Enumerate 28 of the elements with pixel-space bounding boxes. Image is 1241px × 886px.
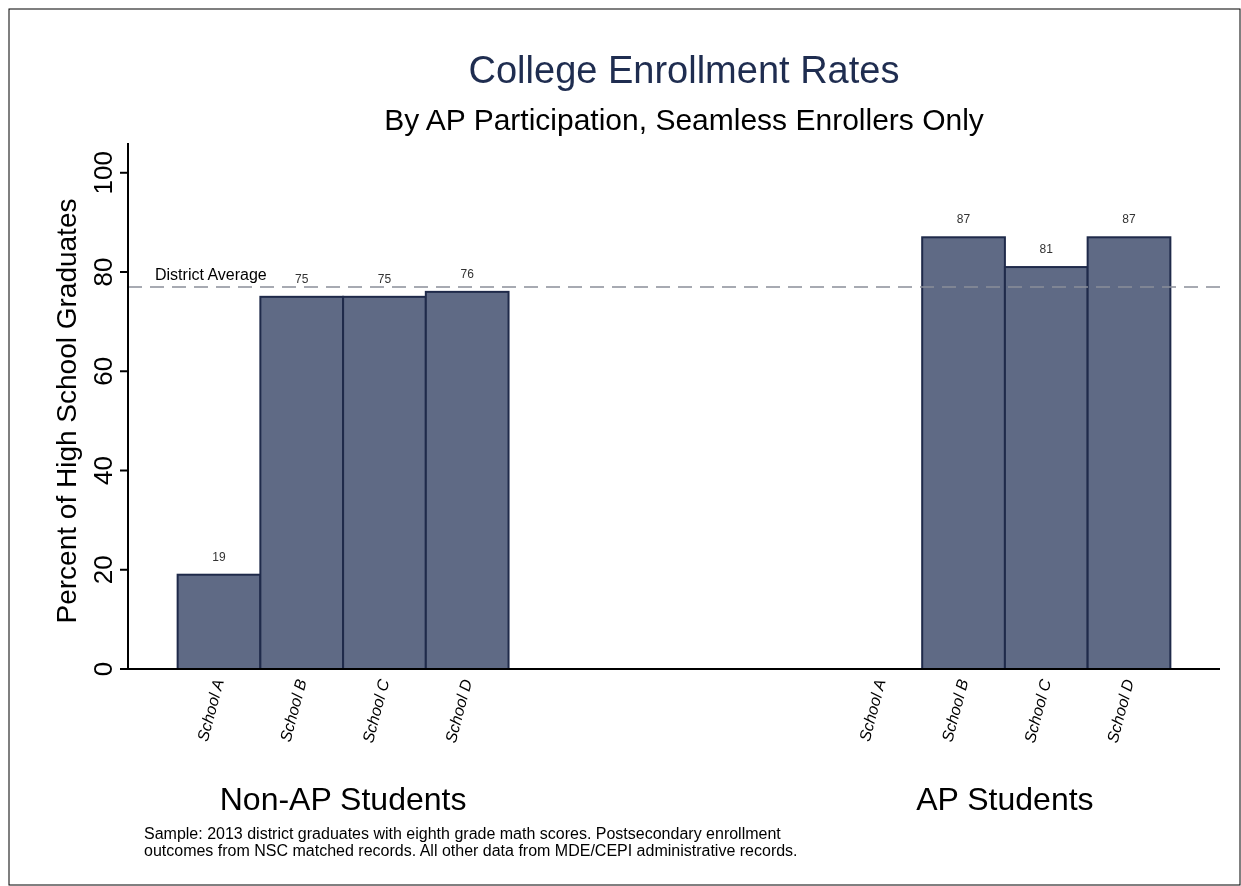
y-axis-title: Percent of High School Graduates — [51, 198, 82, 624]
data-label: 76 — [460, 266, 475, 281]
y-tick-label: 20 — [88, 555, 118, 585]
y-tick-label: 40 — [88, 456, 118, 485]
chart-title: College Enrollment Rates — [468, 49, 900, 91]
data-label: 19 — [212, 549, 226, 564]
y-tick-label: 100 — [88, 151, 118, 195]
x-tick-label: School D — [1103, 676, 1138, 745]
data-label: 87 — [956, 212, 971, 227]
text: Non-AP Students — [219, 781, 467, 817]
text: Sample: 2013 district graduates with eighth grade math scores. Postsecondary enrollment outcomes from NSC matched records. All other data from MDE/CEPI administrative records. — [144, 825, 798, 859]
data-label: 75 — [377, 271, 392, 286]
data-label: 81 — [1039, 242, 1054, 257]
ref-line-label: District Average — [155, 265, 267, 283]
y-tick-label: 80 — [88, 257, 118, 287]
x-tick-label: School D — [441, 676, 476, 745]
x-tick-label: School A — [855, 677, 889, 744]
y-tick-label: 0 — [88, 661, 118, 677]
y-tick-label: 60 — [88, 356, 118, 386]
x-tick-label: School B — [938, 677, 972, 744]
x-tick-label: School B — [276, 677, 310, 744]
x-tick-label: School A — [194, 677, 227, 744]
x-tick-label: School C — [1020, 676, 1055, 745]
chart-subtitle: By AP Participation, Seamless Enrollers Only — [384, 103, 984, 136]
text: AP Students — [916, 781, 1094, 817]
data-label: 87 — [1122, 212, 1136, 227]
x-tick-label: School C — [359, 676, 393, 745]
data-label: 75 — [295, 271, 309, 286]
